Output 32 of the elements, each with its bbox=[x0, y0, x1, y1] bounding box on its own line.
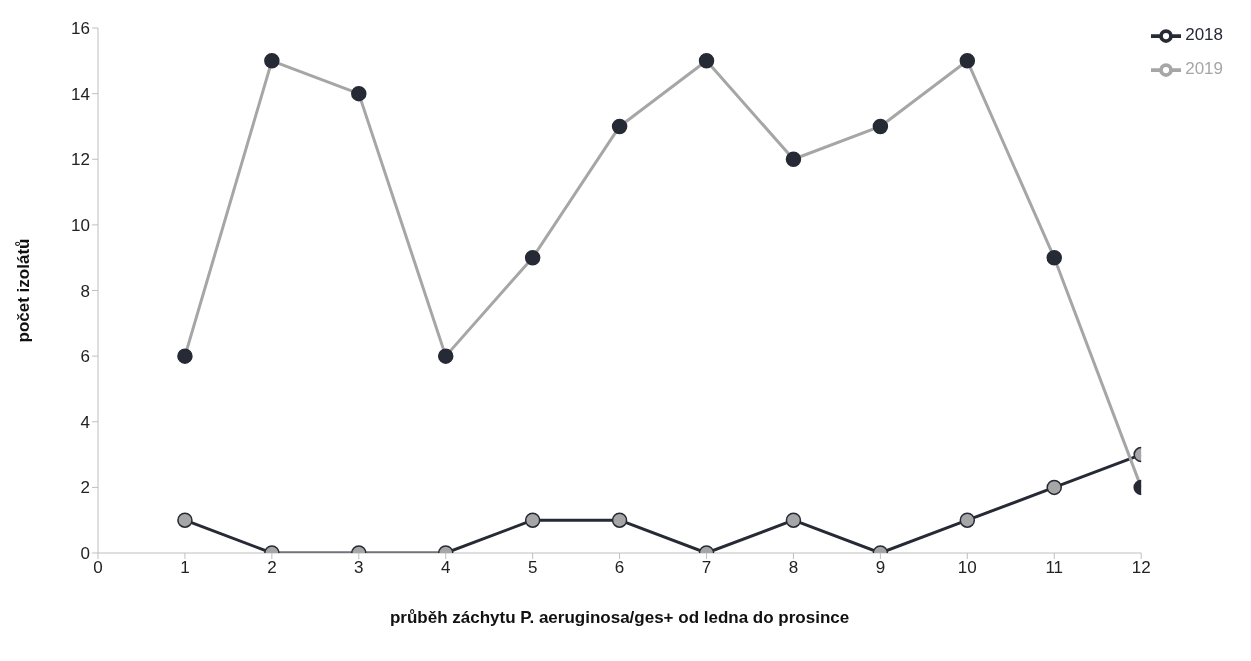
point bbox=[524, 512, 541, 528]
x-tick-label: 2 bbox=[267, 558, 277, 578]
point bbox=[785, 512, 802, 528]
point bbox=[611, 512, 628, 528]
x-tick-label: 8 bbox=[788, 558, 799, 578]
x-axis-title: průběh záchytu P. aeruginosa/ges+ od ledna do prosince bbox=[389, 608, 850, 627]
x-tick-label: 3 bbox=[354, 558, 364, 578]
y-tick-label: 0 bbox=[80, 544, 90, 564]
x-tick-label: 5 bbox=[527, 558, 538, 578]
y-tick-label: 2 bbox=[80, 478, 90, 498]
x-tick-label: 12 bbox=[1131, 558, 1151, 578]
x-tick-label: 6 bbox=[614, 558, 625, 578]
y-tick-label: 10 bbox=[71, 215, 90, 235]
legend-label: 2019 bbox=[1185, 59, 1223, 78]
y-tick-label: 4 bbox=[80, 412, 90, 432]
x-tick-label: 0 bbox=[93, 558, 103, 578]
y-tick-label: 8 bbox=[80, 281, 90, 301]
legend-label: 2018 bbox=[1185, 25, 1223, 44]
y-tick-label: 14 bbox=[71, 84, 90, 104]
y-tick-label: 16 bbox=[71, 19, 90, 39]
x-tick-label: 7 bbox=[701, 558, 712, 578]
x-tick-label: 11 bbox=[1045, 558, 1064, 578]
x-tick-label: 10 bbox=[957, 558, 977, 578]
point bbox=[959, 512, 976, 528]
y-axis-title: počet izolátů bbox=[14, 238, 34, 343]
y-tick-label: 12 bbox=[71, 150, 90, 170]
point bbox=[177, 512, 193, 528]
y-tick-label: 6 bbox=[80, 347, 90, 367]
x-tick-label: 1 bbox=[180, 558, 190, 578]
point bbox=[1046, 479, 1062, 496]
x-tick-label: 9 bbox=[875, 558, 886, 578]
x-tick-label: 4 bbox=[440, 558, 451, 578]
